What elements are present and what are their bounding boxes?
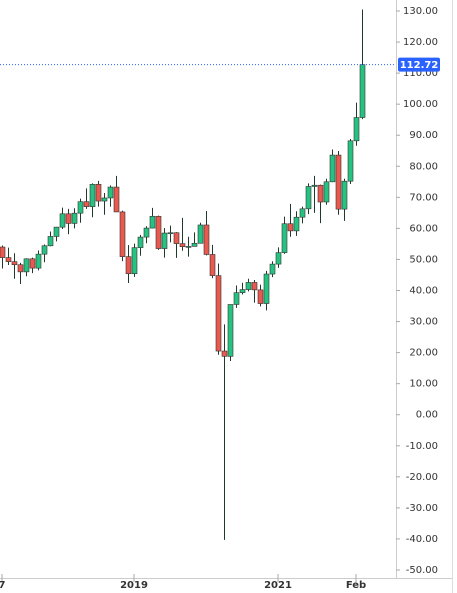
y-tick-label: 40.00 [409, 286, 438, 297]
candle-body [41, 245, 48, 255]
candle-body [113, 186, 120, 213]
candle-body [329, 154, 336, 183]
candle-body [0, 246, 6, 258]
candle-body [341, 180, 348, 210]
y-tick-label: 70.00 [409, 192, 438, 203]
candle-body [317, 184, 324, 203]
candle-body [239, 289, 246, 293]
candle-body [263, 273, 270, 304]
candle-body [17, 264, 24, 273]
candle-body [89, 183, 96, 207]
candle-body [155, 215, 162, 249]
candle-body [143, 227, 150, 238]
candle-body [185, 246, 192, 248]
candle-body [71, 212, 78, 224]
candle-body [173, 232, 180, 244]
candle-body [179, 243, 186, 248]
candle-body [299, 208, 306, 218]
candle-body [257, 289, 264, 304]
candle-body [167, 232, 174, 235]
y-tick-label: -30.00 [406, 503, 438, 514]
candle-body [287, 223, 294, 232]
candle-body [269, 263, 276, 275]
candle-body [323, 181, 330, 203]
candle-body [137, 236, 144, 248]
y-tick-label: 80.00 [409, 161, 438, 172]
x-tick-label: 2021 [264, 580, 292, 591]
candle-body [359, 64, 366, 118]
candle-body [95, 183, 102, 202]
candle-body [131, 247, 138, 275]
y-tick-label: -50.00 [406, 565, 438, 576]
candle-body [149, 215, 156, 229]
candle-body [11, 261, 18, 266]
y-tick-label: 60.00 [409, 223, 438, 234]
y-tick-label: 90.00 [409, 130, 438, 141]
candle-body [233, 292, 240, 305]
y-tick-label: -40.00 [406, 534, 438, 545]
candle-body [119, 211, 126, 257]
candle-body [191, 242, 198, 247]
candle-body [227, 304, 234, 357]
candle-body [215, 275, 222, 352]
y-tick-label: 10.00 [409, 379, 438, 390]
y-tick-label: 50.00 [409, 254, 438, 265]
candle-body [221, 350, 228, 357]
candle-body [311, 184, 318, 187]
last-price-box [398, 57, 440, 72]
candle-body [125, 256, 132, 275]
y-tick-label: 0.00 [416, 410, 438, 421]
y-tick-label: 20.00 [409, 348, 438, 359]
candle-body [23, 258, 30, 273]
y-tick-label: -10.00 [406, 441, 438, 452]
y-tick-label: 100.00 [403, 99, 438, 110]
candle-body [209, 254, 216, 276]
plot-area [0, 9, 366, 540]
candle-body [107, 186, 114, 199]
candle-body [251, 282, 258, 291]
candle-body [5, 257, 12, 262]
x-tick-label: 7 [0, 580, 6, 591]
candle-body [83, 201, 90, 207]
candle-body [293, 216, 300, 232]
candle-body [347, 140, 354, 182]
y-tick-label: 30.00 [409, 317, 438, 328]
y-tick-label: -20.00 [406, 472, 438, 483]
candle-body [53, 226, 60, 237]
candle-body [47, 236, 54, 247]
candle-body [245, 282, 252, 290]
y-tick-label: 120.00 [403, 37, 438, 48]
candle-body [275, 252, 282, 265]
candle-body [29, 258, 36, 269]
candle-body [65, 213, 72, 224]
candle-body [305, 186, 312, 210]
y-tick-label: 130.00 [403, 6, 438, 17]
candle-body [353, 117, 360, 142]
y-tick-label: 110.00 [403, 68, 438, 79]
x-tick-label: Feb [346, 580, 366, 591]
candle-body [101, 197, 108, 202]
candle-body [197, 224, 204, 244]
candle-body [59, 213, 66, 228]
candle-body [35, 253, 42, 269]
last-price-label: 112.72 [400, 60, 439, 71]
candle-body [281, 223, 288, 253]
candle-body [77, 201, 84, 214]
candle-body [335, 154, 342, 210]
candle-body [161, 232, 168, 249]
candle-body [203, 224, 210, 255]
x-tick-label: 2019 [120, 580, 148, 591]
